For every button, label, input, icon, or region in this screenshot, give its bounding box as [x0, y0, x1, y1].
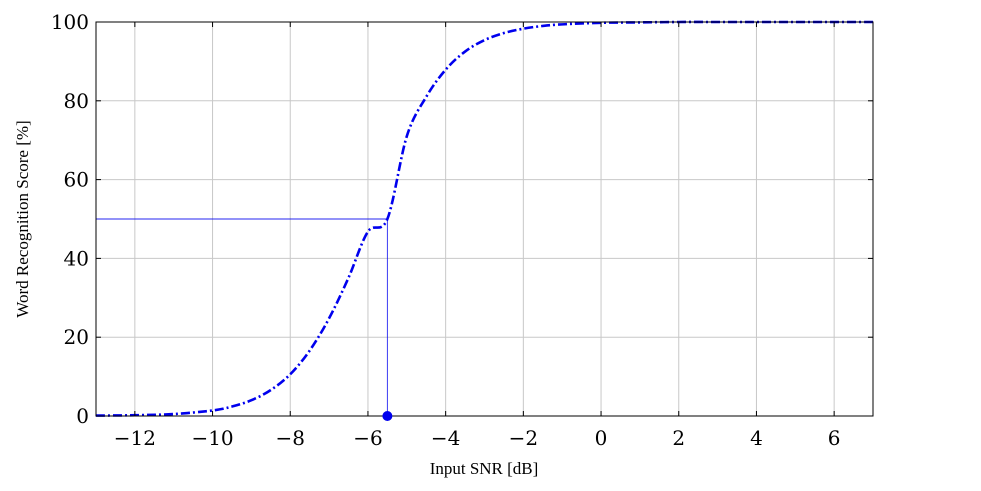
x-tick-label: 6	[828, 426, 841, 450]
y-axis-ticks: 0 20 40 60 80 100	[51, 10, 873, 428]
x-tick-label: −12	[114, 426, 156, 450]
y-tick-label: 0	[76, 404, 89, 428]
y-tick-label: 20	[64, 325, 89, 349]
y-tick-label: 60	[64, 168, 89, 192]
marker-layer	[382, 411, 393, 421]
x-tick-label: −4	[431, 426, 460, 450]
y-tick-label: 100	[51, 10, 89, 34]
x-tick-label: 0	[595, 426, 608, 450]
srt-marker	[382, 411, 393, 421]
x-axis-ticks: −12 −10 −8 −6 −4 −2 0 2 4 6	[114, 22, 841, 450]
x-tick-label: −6	[353, 426, 382, 450]
x-axis-label: Input SNR [dB]	[430, 459, 539, 478]
y-axis-label: Word Recognition Score [%]	[13, 120, 32, 317]
x-tick-label: 2	[672, 426, 685, 450]
x-tick-label: 4	[750, 426, 763, 450]
y-tick-label: 40	[64, 246, 89, 270]
y-tick-label: 80	[64, 89, 89, 113]
x-tick-label: −8	[276, 426, 305, 450]
srt-guides	[96, 218, 388, 416]
x-tick-label: −10	[191, 426, 233, 450]
plot-area-frame	[95, 21, 874, 417]
x-tick-label: −2	[509, 426, 538, 450]
